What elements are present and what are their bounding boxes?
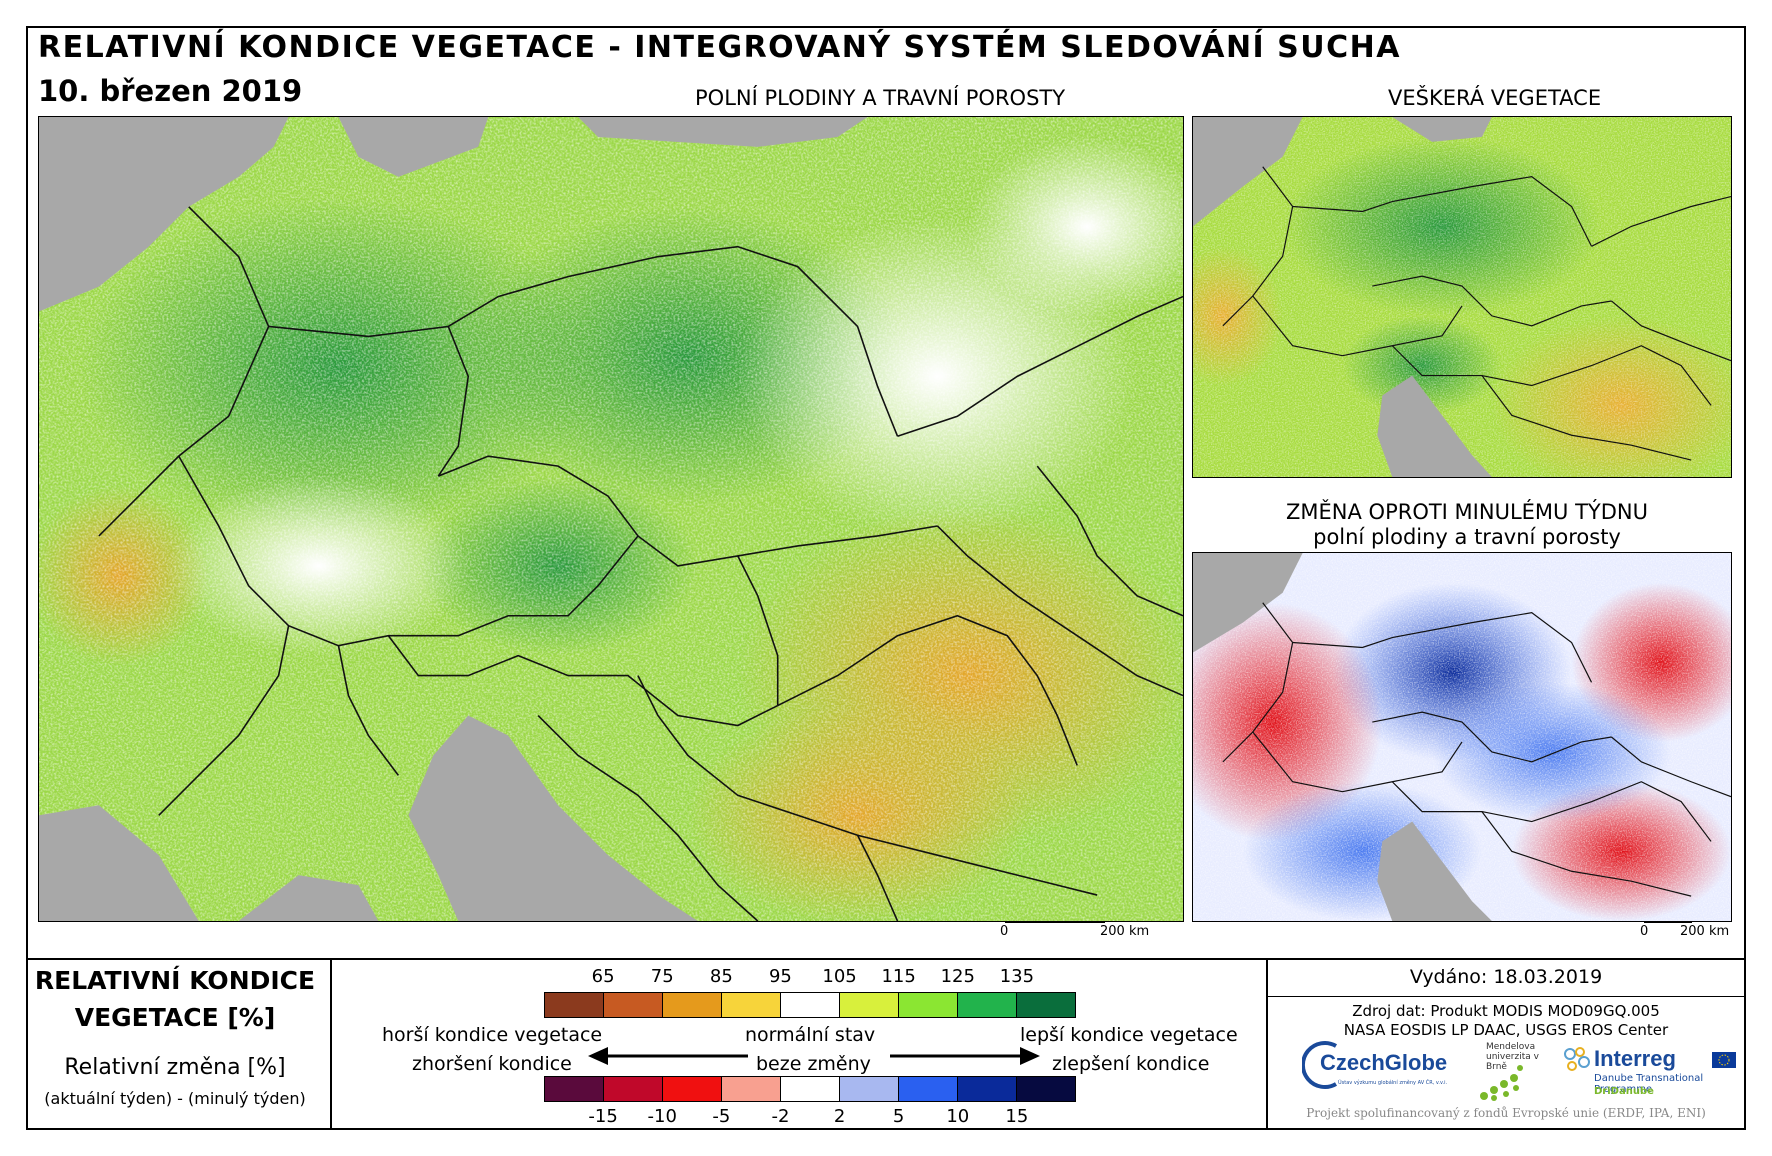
legend-unchanged-text: beze změny (756, 1053, 871, 1075)
legend-title-line1: RELATIVNÍ KONDICE (34, 966, 316, 995)
legend-improved-text: zlepšení kondice (1052, 1053, 1210, 1075)
all-vegetation-label: VEŠKERÁ VEGETACE (1388, 86, 1602, 110)
change-swatch (722, 1077, 781, 1101)
legend-declined-text: zhoršení kondice (412, 1053, 572, 1075)
interreg-logo: Interreg Danube Transnational Programme … (1560, 1040, 1740, 1100)
issued-date: Vydáno: 18.03.2019 (1409, 966, 1603, 988)
legend-worse-text: horší kondice vegetace (382, 1024, 603, 1046)
condition-swatch (781, 993, 840, 1017)
change-swatch (899, 1077, 958, 1101)
change-map-label: ZMĚNA OPROTI MINULÉMU TÝDNU (1286, 500, 1648, 524)
eu-funding-footer: Projekt spolufinancovaný z fondů Evropsk… (1306, 1106, 1706, 1120)
condition-swatch (722, 993, 781, 1017)
condition-swatch (958, 993, 1017, 1017)
change-tick-label: -15 (588, 1106, 618, 1127)
condition-tick-label: 125 (940, 966, 975, 987)
change-swatch (1017, 1077, 1075, 1101)
change-swatch (604, 1077, 663, 1101)
condition-swatch (1017, 993, 1075, 1017)
condition-color-scale (544, 992, 1076, 1018)
all-vegetation-map (1192, 116, 1732, 478)
change-scale-zero: 0 (1640, 924, 1649, 939)
change-tick-label: -10 (647, 1106, 677, 1127)
change-tick-label: 5 (892, 1106, 905, 1127)
issued-divider (1266, 996, 1746, 997)
condition-tick-label: 105 (822, 966, 857, 987)
left-arrow-icon (588, 1047, 748, 1065)
info-divider (1266, 958, 1268, 1130)
report-date: 10. březen 2019 (38, 74, 303, 108)
mendel-name: Mendelova univerzita v Brně (1486, 1042, 1539, 1072)
main-condition-map (38, 116, 1184, 922)
change-tick-label: 10 (946, 1106, 970, 1127)
main-scale-zero: 0 (1000, 924, 1009, 939)
main-scale-km: 200 km (1100, 924, 1150, 939)
weekly-change-map (1192, 552, 1732, 922)
change-swatch (781, 1077, 840, 1101)
dridanube-name: DriDanube (1594, 1086, 1654, 1097)
eu-flag-icon (1712, 1052, 1736, 1068)
czechglobe-name: CzechGlobe (1320, 1050, 1448, 1075)
main-map-label: POLNÍ PLODINY A TRAVNÍ POROSTY (695, 86, 1066, 110)
change-scale-bar (1644, 922, 1692, 923)
mendel-university-logo: Mendelova univerzita v Brně (1476, 1040, 1556, 1101)
change-swatch (840, 1077, 899, 1101)
condition-tick-label: 135 (999, 966, 1035, 987)
condition-swatch (545, 993, 604, 1017)
legend-change-title: Relativní změna [%] (64, 1055, 286, 1080)
interreg-emblem-icon (1564, 1047, 1590, 1071)
czechglobe-subtitle: Ústav výzkumu globální změny AV ČR, v.v.… (1338, 1080, 1448, 1086)
right-arrow-icon (890, 1047, 1040, 1065)
condition-tick-label: 95 (768, 966, 792, 987)
legend-title: RELATIVNÍ KONDICE VEGETACE [%] (30, 962, 320, 1036)
interreg-name: Interreg (1594, 1046, 1676, 1071)
change-swatch (545, 1077, 604, 1101)
czechglobe-logo: CzechGlobe Ústav výzkumu globální změny … (1302, 1040, 1462, 1096)
change-swatch (663, 1077, 722, 1101)
legend-better-text: lepší kondice vegetace (1020, 1024, 1238, 1046)
change-scale-km: 200 km (1680, 924, 1730, 939)
change-map-sublabel: polní plodiny a travní porosty (1313, 525, 1621, 549)
data-source-line1: Zdroj dat: Produkt MODIS MOD09GQ.005 (1352, 1002, 1660, 1020)
page-title: RELATIVNÍ KONDICE VEGETACE - INTEGROVANÝ… (38, 30, 1401, 65)
condition-swatch (663, 993, 722, 1017)
condition-tick-label: 115 (881, 966, 916, 987)
condition-tick-label: 85 (709, 966, 733, 987)
change-tick-label: -5 (712, 1106, 731, 1127)
main-scale-bar (1005, 922, 1105, 923)
legend-change-subtitle: (aktuální týden) - (minulý týden) (44, 1089, 306, 1108)
change-swatch (958, 1077, 1017, 1101)
change-color-scale (544, 1076, 1076, 1102)
data-source-line2: NASA EOSDIS LP DAAC, USGS EROS Center (1343, 1021, 1669, 1039)
condition-tick-label: 75 (650, 966, 674, 987)
condition-swatch (899, 993, 958, 1017)
legend-divider (26, 958, 1746, 960)
legend-title-divider (330, 958, 332, 1130)
legend-title-line2: VEGETACE [%] (74, 1003, 276, 1032)
condition-swatch (604, 993, 663, 1017)
condition-tick-label: 65 (591, 966, 615, 987)
condition-swatch (840, 993, 899, 1017)
interreg-programme: Danube Transnational Programme (1594, 1073, 1704, 1095)
change-tick-label: 2 (833, 1106, 846, 1127)
change-tick-label: 15 (1005, 1106, 1029, 1127)
legend-normal-text: normální stav (745, 1024, 876, 1046)
change-tick-label: -2 (771, 1106, 790, 1127)
